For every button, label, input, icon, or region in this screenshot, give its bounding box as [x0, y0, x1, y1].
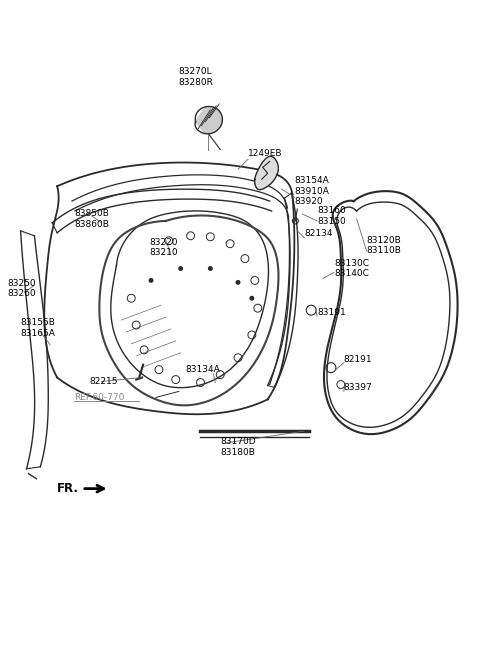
Text: 82191: 82191	[344, 355, 372, 364]
Circle shape	[250, 296, 254, 301]
Polygon shape	[195, 107, 222, 134]
Circle shape	[236, 280, 240, 285]
Circle shape	[208, 266, 213, 271]
Text: 82215: 82215	[90, 377, 118, 386]
Text: REF.60-770: REF.60-770	[74, 393, 124, 402]
Text: 83130C
83140C: 83130C 83140C	[334, 259, 369, 278]
Text: 83155B
83165A: 83155B 83165A	[21, 318, 56, 338]
Text: 83154A
83910A
83920: 83154A 83910A 83920	[294, 176, 329, 206]
Text: 83250
83260: 83250 83260	[8, 278, 36, 298]
Text: 83134A: 83134A	[186, 365, 220, 374]
Text: 83170D
83180B: 83170D 83180B	[220, 438, 256, 457]
Polygon shape	[255, 157, 277, 189]
Text: 83397: 83397	[344, 383, 372, 392]
Text: 83220
83210: 83220 83210	[149, 238, 178, 257]
Text: 83191: 83191	[317, 308, 346, 316]
Circle shape	[178, 266, 183, 271]
Text: 83850B
83860B: 83850B 83860B	[74, 209, 109, 229]
Text: 83160
83150: 83160 83150	[317, 206, 346, 226]
Circle shape	[149, 278, 154, 283]
Text: 1249EB: 1249EB	[248, 149, 282, 158]
Text: FR.: FR.	[57, 482, 79, 495]
Text: 83120B
83110B: 83120B 83110B	[367, 236, 401, 255]
Text: 82134: 82134	[304, 229, 333, 238]
Text: 83270L
83280R: 83270L 83280R	[178, 67, 213, 87]
